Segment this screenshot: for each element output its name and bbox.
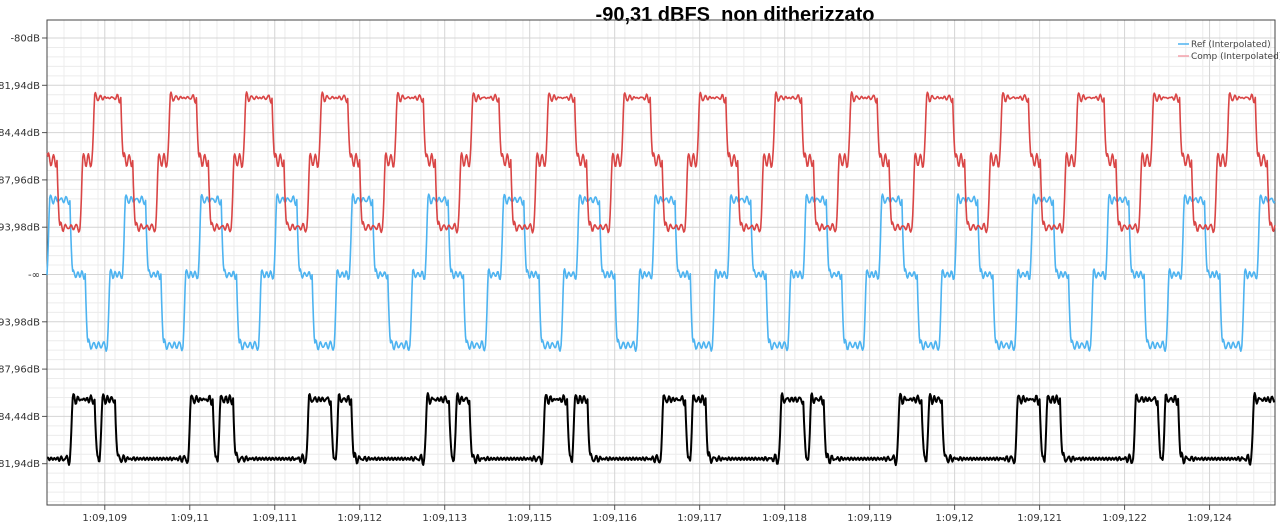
y-tick-label: -81,94dB — [0, 81, 40, 92]
series-line-0 — [46, 193, 1276, 353]
y-tick-label: -80dB — [10, 34, 40, 45]
x-tick-label: 1:09,118 — [762, 513, 807, 524]
y-tick-label: -87,96dB — [0, 365, 40, 376]
x-tick-label: 1:09,121 — [1017, 513, 1062, 524]
y-tick-label: -87,96dB — [0, 175, 40, 186]
x-tick-label: 1:09,111 — [252, 513, 297, 524]
x-tick-label: 1:09,115 — [507, 513, 552, 524]
y-tick-label: -84,44dB — [0, 412, 40, 423]
legend-label: Comp (Interpolated) — [1191, 52, 1280, 62]
y-tick-label: -93,98dB — [0, 223, 40, 234]
y-tick-label: -81,94dB — [0, 459, 40, 470]
x-tick-label: 1:09,116 — [592, 513, 637, 524]
legend-label: Ref (Interpolated) — [1191, 40, 1271, 50]
x-tick-label: 1:09,11 — [171, 513, 209, 524]
x-tick-label: 1:09,124 — [1187, 513, 1232, 524]
plot-frame — [46, 19, 1276, 506]
series-line-1 — [46, 91, 1276, 234]
x-tick-label: 1:09,122 — [1102, 513, 1147, 524]
y-tick-label: -∞ — [28, 270, 40, 281]
x-tick-label: 1:09,109 — [82, 513, 127, 524]
x-tick-label: 1:09,119 — [847, 513, 892, 524]
y-tick-label: -84,44dB — [0, 128, 40, 139]
x-tick-label: 1:09,113 — [422, 513, 467, 524]
x-tick-label: 1:09,117 — [677, 513, 722, 524]
x-tick-label: 1:09,112 — [337, 513, 382, 524]
x-tick-label: 1:09,12 — [935, 513, 973, 524]
series-line-2 — [47, 392, 1276, 467]
y-tick-label: -93,98dB — [0, 317, 40, 328]
